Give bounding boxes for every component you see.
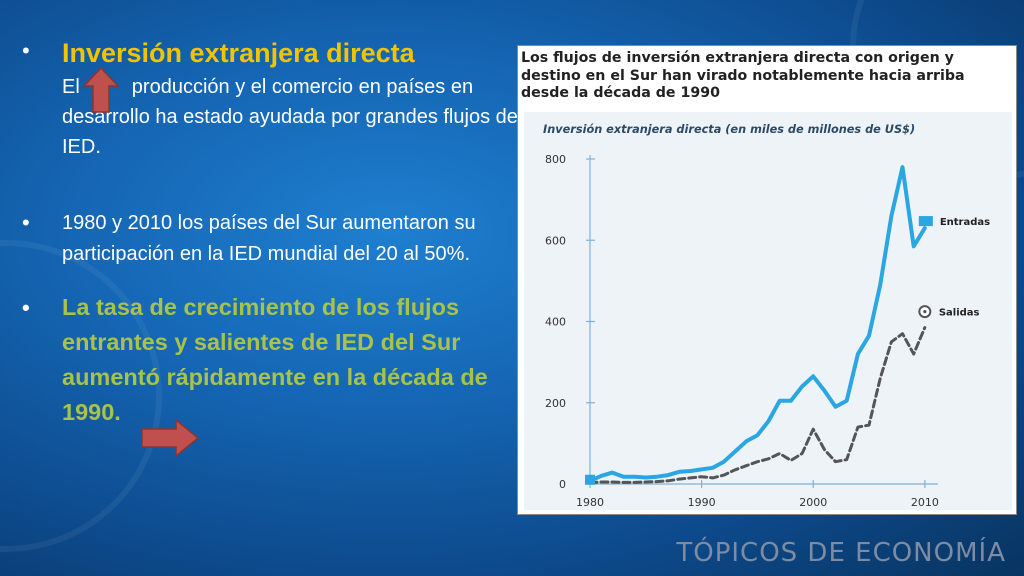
bullet-dot: • xyxy=(22,210,30,235)
bullet-2: • 1980 y 2010 los países del Sur aumenta… xyxy=(22,208,522,270)
bullet-1: • Inversión extranjera directa El producc… xyxy=(22,36,522,162)
series-line-1 xyxy=(588,165,927,483)
y-tick-label: 200 xyxy=(545,397,566,410)
series-1-start-marker xyxy=(585,474,595,485)
chart-panel: Los flujos de inversión extranjera direc… xyxy=(517,45,1017,515)
bullet-list: • Inversión extranjera directa El producc… xyxy=(22,36,522,430)
x-tick-label: 2010 xyxy=(911,496,939,509)
bullet-1-text-start: El xyxy=(62,76,80,98)
legend-marker-salidas-dot xyxy=(923,309,927,314)
y-tick-label: 0 xyxy=(559,478,566,491)
legend-label-salidas: Salidas xyxy=(939,308,980,319)
up-arrow-icon xyxy=(82,66,120,113)
bullet-1-text-rest: producción y el comercio en países en de… xyxy=(62,76,518,158)
footer-title: TÓPICOS DE ECONOMÍA xyxy=(676,538,1006,568)
bullet-3-text: La tasa de crecimiento de los flujos ent… xyxy=(62,294,488,425)
chart-headline: Los flujos de inversión extranjera direc… xyxy=(521,50,965,101)
bullet-2-text: 1980 y 2010 los países del Sur aumentaro… xyxy=(62,212,476,265)
x-tick-label: 2000 xyxy=(799,496,827,509)
bullet-1-text: El producción y el comercio en países en … xyxy=(62,72,522,162)
legend-marker-entradas xyxy=(918,216,933,227)
bullet-dot: • xyxy=(22,38,30,63)
right-arrow-icon xyxy=(141,418,200,458)
x-tick-label: 1990 xyxy=(688,496,716,509)
bullet-3: • La tasa de crecimiento de los flujos e… xyxy=(22,290,522,430)
bullet-1-title: Inversión extranjera directa xyxy=(62,38,415,68)
y-tick-label: 400 xyxy=(545,316,566,329)
y-tick-label: 600 xyxy=(545,234,566,247)
legend-label-entradas: Entradas xyxy=(940,217,990,228)
y-tick-label: 800 xyxy=(545,153,566,166)
chart-title: Inversión extranjera directa (en miles d… xyxy=(543,123,916,136)
fdi-line-chart: 0 200 400 600 800 1980 1990 2000 2010 Entradas Sa… xyxy=(545,153,990,509)
bullet-dot: • xyxy=(22,295,30,320)
x-tick-label: 1980 xyxy=(576,496,604,509)
series-line-2 xyxy=(588,326,927,485)
